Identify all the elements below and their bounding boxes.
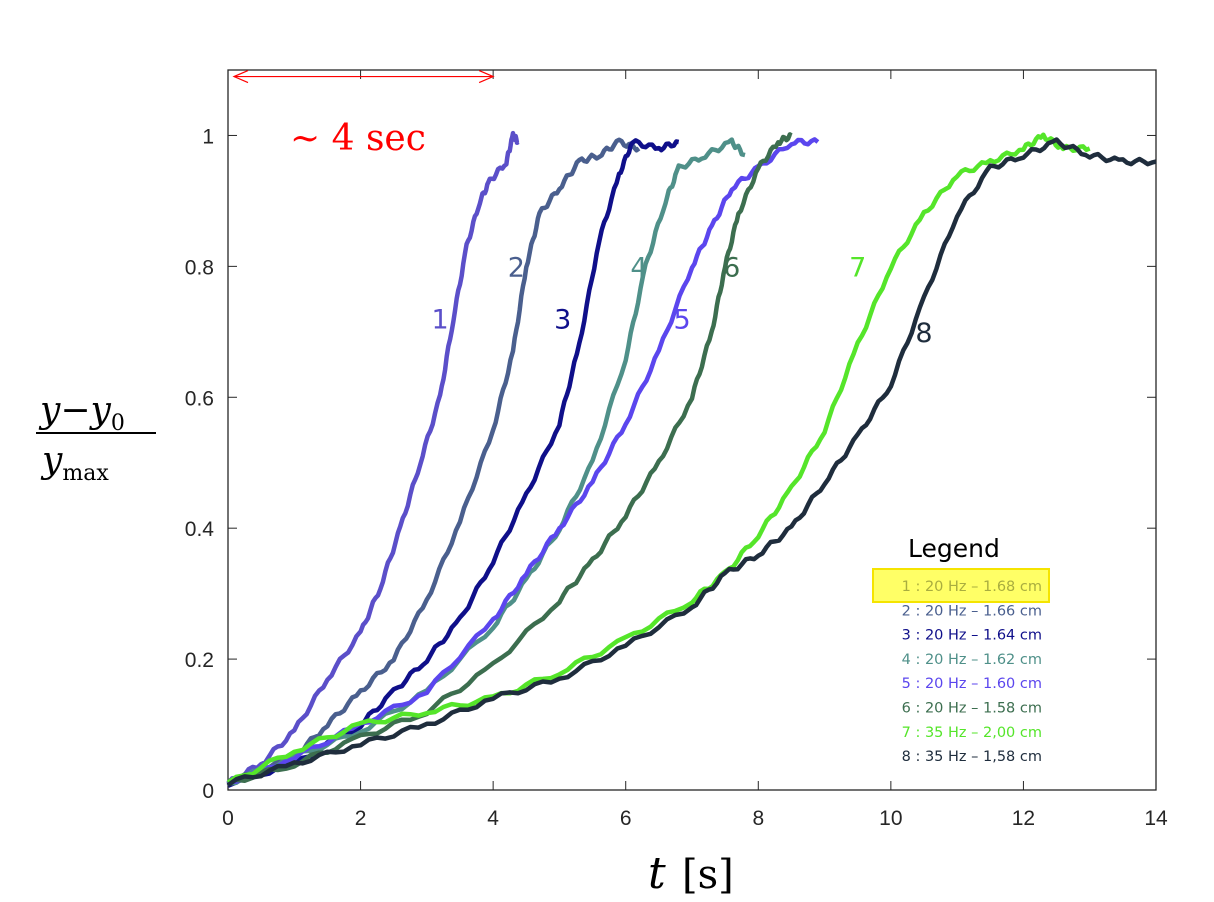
series-line-4 <box>227 137 746 787</box>
x-tick-label: 0 <box>222 807 234 830</box>
legend-entry-2: 2 : 20 Hz – 1.66 cm <box>902 603 1042 619</box>
series-line-2 <box>226 137 641 788</box>
series-line-6 <box>227 132 793 784</box>
series-line-5 <box>227 137 820 784</box>
legend-entry-8: 8 : 35 Hz – 1,58 cm <box>902 749 1042 765</box>
x-label-unit: [s] <box>682 852 734 898</box>
y-tick-label: 0.8 <box>185 256 214 279</box>
series-line-7 <box>226 132 1091 785</box>
x-tick-label: 6 <box>620 807 632 830</box>
time-annotation: ∼ 4 sec <box>232 69 495 159</box>
x-tick-label: 14 <box>1144 807 1168 830</box>
legend-entry-6: 6 : 20 Hz – 1.58 cm <box>902 701 1042 717</box>
arrowhead-left <box>232 69 249 84</box>
series-group <box>226 130 1157 788</box>
y-tick-label: 0.2 <box>185 649 214 672</box>
y-axis-label: y−y0 ymax <box>36 390 156 486</box>
curve-label-1: 1 <box>432 305 449 336</box>
legend-highlight <box>872 568 1050 603</box>
legend-entry-3: 3 : 20 Hz – 1.64 cm <box>902 628 1042 644</box>
x-axis-label: t [s] <box>648 848 734 899</box>
y-label-numerator: y−y0 <box>38 390 125 436</box>
y-tick-label: 1 <box>202 125 214 148</box>
curve-label-6: 6 <box>723 252 740 283</box>
plot-frame <box>227 69 1157 791</box>
arrowhead-right <box>478 69 495 84</box>
legend-title: Legend <box>908 534 1000 563</box>
x-tick-label: 8 <box>752 807 764 830</box>
curve-label-8: 8 <box>915 318 932 349</box>
curve-label-7: 7 <box>849 252 866 283</box>
x-tick-label: 10 <box>879 807 902 830</box>
curve-label-4: 4 <box>630 252 647 283</box>
curve-label-5: 5 <box>673 305 690 336</box>
y-tick-label: 0.6 <box>185 387 214 410</box>
curve-label-2: 2 <box>508 252 525 283</box>
x-tick-label: 12 <box>1012 807 1035 830</box>
legend-entry-7: 7 : 35 Hz – 2,00 cm <box>902 725 1042 741</box>
series-line-8 <box>226 137 1157 788</box>
series-line-3 <box>227 138 680 788</box>
legend-entry-1: 1 : 20 Hz – 1.68 cm <box>902 579 1042 595</box>
x-tick-label: 2 <box>355 807 367 830</box>
legend: Legend 1 : 20 Hz – 1.68 cm 2 : 20 Hz – 1.… <box>872 534 1050 765</box>
legend-entry-4: 4 : 20 Hz – 1.62 cm <box>902 652 1042 668</box>
series-line-1 <box>226 130 520 785</box>
y-tick-label: 0.4 <box>185 518 215 541</box>
y-label-denominator: ymax <box>40 440 109 486</box>
curve-label-3: 3 <box>554 305 571 336</box>
x-label-var: t <box>648 848 666 899</box>
x-tick-label: 4 <box>487 807 499 830</box>
legend-entry-5: 5 : 20 Hz – 1.60 cm <box>902 676 1042 692</box>
annotation-text: ∼ 4 sec <box>290 118 426 159</box>
y-tick-label: 0 <box>202 780 214 803</box>
